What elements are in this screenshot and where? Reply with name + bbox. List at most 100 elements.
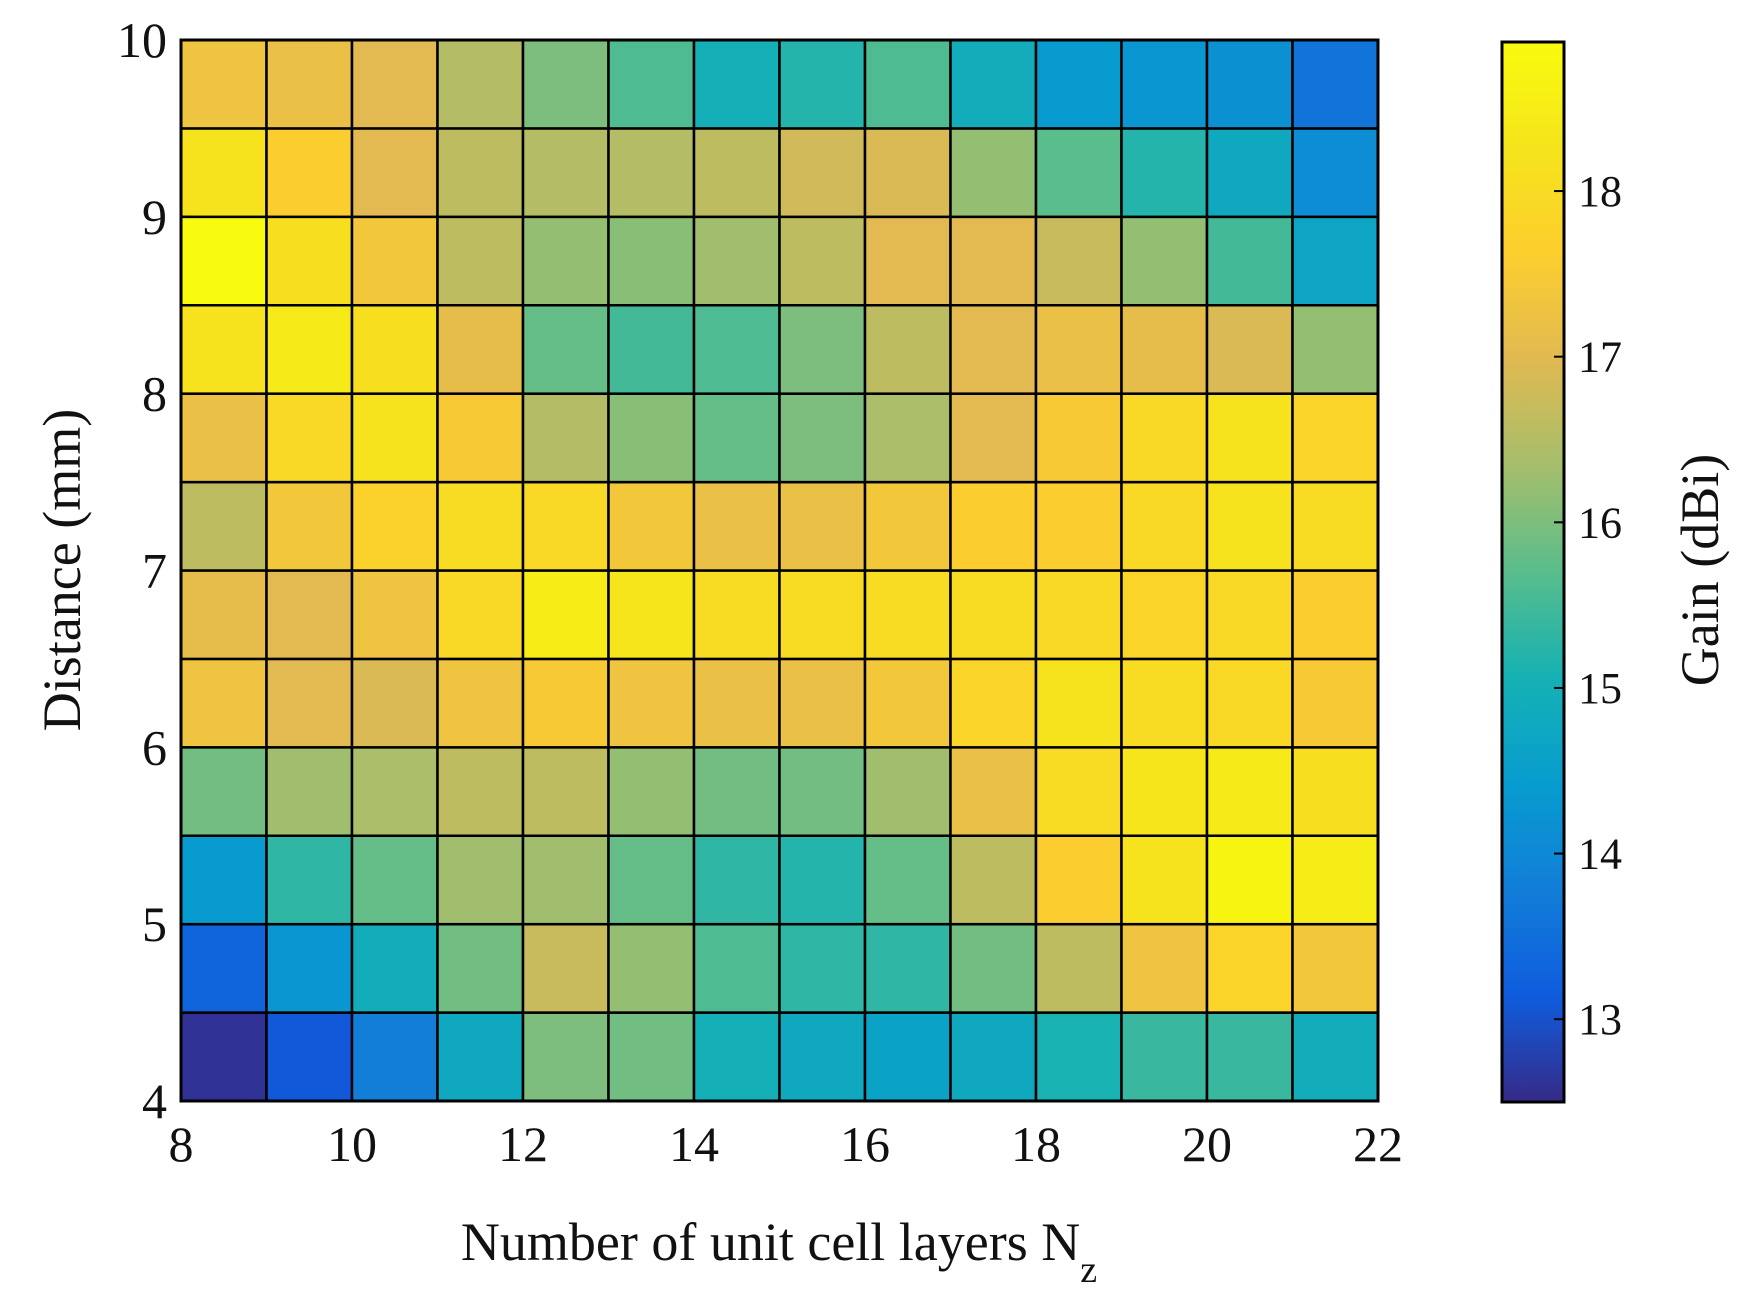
y-axis-label: Distance (mm) (32, 409, 92, 731)
heatmap-cell (1120, 304, 1209, 395)
heatmap-cell (1291, 480, 1380, 572)
heatmap-cell (692, 1011, 781, 1103)
heatmap-cell (179, 392, 268, 484)
x-tick-label: 12 (498, 1116, 548, 1172)
heatmap-cell (863, 1011, 952, 1103)
colorbar-tick-label: 17 (1578, 333, 1622, 382)
heatmap-cell (607, 569, 696, 661)
heatmap-cell (1291, 657, 1380, 749)
heatmap-cell (1034, 834, 1123, 926)
heatmap-cell (1205, 657, 1294, 749)
x-tick-label: 16 (840, 1116, 890, 1172)
heatmap-cell (521, 392, 610, 484)
heatmap-cell (1034, 304, 1123, 395)
heatmap-cell (607, 1011, 696, 1103)
heatmap-cell (1034, 746, 1123, 837)
heatmap-cell (863, 215, 952, 307)
heatmap-cell (692, 480, 781, 572)
heatmap-cell (436, 480, 525, 572)
heatmap-cell (1120, 834, 1209, 926)
heatmap-cell (949, 1011, 1038, 1103)
x-tick-label: 10 (327, 1116, 377, 1172)
heatmap-cell (692, 304, 781, 395)
heatmap-cell (778, 215, 867, 307)
colorbar-tick-label: 18 (1578, 167, 1622, 216)
x-tick-label: 14 (669, 1116, 719, 1172)
heatmap-cell (436, 657, 525, 749)
heatmap-cell (1291, 569, 1380, 661)
heatmap-cell (1120, 922, 1209, 1014)
heatmap-cell (949, 215, 1038, 307)
heatmap-cell (350, 569, 439, 661)
heatmap-cell (778, 922, 867, 1014)
heatmap-cell (949, 657, 1038, 749)
heatmap-cell (179, 746, 268, 837)
heatmap-cell (1205, 304, 1294, 395)
heatmap-cell (692, 38, 781, 130)
heatmap-cell (1034, 127, 1123, 219)
heatmap-cell (265, 834, 354, 926)
heatmap-cell (1034, 1011, 1123, 1103)
heatmap-cell (179, 127, 268, 219)
x-tick-label: 22 (1353, 1116, 1403, 1172)
heatmap-cell (692, 392, 781, 484)
heatmap-cell (1034, 569, 1123, 661)
heatmap-cell (607, 657, 696, 749)
heatmap-cell (350, 480, 439, 572)
heatmap-cell (350, 304, 439, 395)
y-axis-ticks: 4 5 6 7 8 9 10 (117, 12, 193, 1129)
heatmap-cell (179, 834, 268, 926)
y-tick-label: 8 (142, 366, 167, 422)
heatmap-cell (692, 215, 781, 307)
heatmap-cell (778, 834, 867, 926)
x-axis-label-subscript: z (1080, 1249, 1097, 1291)
colorbar-label: Gain (dBi) (1670, 454, 1730, 686)
heatmap-cell (692, 922, 781, 1014)
heatmap-cell (179, 38, 268, 130)
heatmap-cell (350, 127, 439, 219)
y-tick-label: 5 (142, 896, 167, 952)
heatmap-cell (265, 215, 354, 307)
heatmap-cell (179, 215, 268, 307)
heatmap-cell (521, 127, 610, 219)
heatmap-cell (607, 304, 696, 395)
heatmap-cell (265, 38, 354, 130)
heatmap-cell (179, 657, 268, 749)
heatmap-cell (607, 746, 696, 837)
heatmap-cell (863, 834, 952, 926)
heatmap-cell (1034, 392, 1123, 484)
colorbar (1500, 40, 1566, 1104)
heatmap-cell (949, 392, 1038, 484)
heatmap-cell (1120, 746, 1209, 837)
heatmap-cell (521, 922, 610, 1014)
heatmap-cell (350, 834, 439, 926)
heatmap-cell (863, 38, 952, 130)
heatmap-cell (607, 215, 696, 307)
heatmap-cell (436, 746, 525, 837)
heatmap-cell (265, 922, 354, 1014)
heatmap-cell (265, 569, 354, 661)
heatmap-cell (863, 746, 952, 837)
heatmap-cell (778, 392, 867, 484)
heatmap-cell (1291, 746, 1380, 837)
heatmap-cell (521, 657, 610, 749)
y-tick-label: 6 (142, 719, 167, 775)
x-axis-label: Number of unit cell layers Nz (461, 1212, 1097, 1291)
heatmap-cell (863, 569, 952, 661)
heatmap-cell (949, 304, 1038, 395)
colorbar-tick-label: 14 (1578, 830, 1622, 879)
heatmap-cell (1120, 392, 1209, 484)
heatmap-cell (265, 304, 354, 395)
heatmap-cell (607, 38, 696, 130)
heatmap-cell (607, 480, 696, 572)
heatmap-cell (1291, 922, 1380, 1014)
heatmap-cell (521, 480, 610, 572)
y-tick-label: 4 (142, 1073, 167, 1129)
heatmap-cell (521, 834, 610, 926)
heatmap-cell (607, 392, 696, 484)
heatmap-cell (265, 480, 354, 572)
heatmap-cell (436, 569, 525, 661)
heatmap-cell (607, 922, 696, 1014)
heatmap-cell (778, 480, 867, 572)
